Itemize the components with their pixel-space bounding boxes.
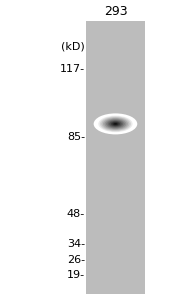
- Text: 26-: 26-: [67, 255, 85, 266]
- Ellipse shape: [98, 116, 133, 132]
- Ellipse shape: [114, 123, 117, 125]
- Ellipse shape: [108, 120, 123, 128]
- Text: 117-: 117-: [60, 64, 85, 74]
- Text: 48-: 48-: [67, 209, 85, 219]
- Text: 293: 293: [104, 5, 127, 18]
- Ellipse shape: [100, 116, 131, 131]
- Bar: [86, 21, 145, 294]
- Ellipse shape: [97, 115, 134, 133]
- Text: 85-: 85-: [67, 131, 85, 142]
- Ellipse shape: [103, 118, 128, 130]
- Ellipse shape: [111, 122, 120, 126]
- Ellipse shape: [109, 121, 122, 127]
- Ellipse shape: [106, 119, 125, 128]
- Ellipse shape: [105, 118, 126, 129]
- Text: 34-: 34-: [67, 238, 85, 249]
- Text: (kD): (kD): [61, 41, 85, 51]
- Text: 19-: 19-: [67, 270, 85, 280]
- Ellipse shape: [95, 114, 136, 134]
- Ellipse shape: [94, 113, 137, 134]
- Ellipse shape: [101, 117, 129, 131]
- Ellipse shape: [112, 122, 118, 125]
